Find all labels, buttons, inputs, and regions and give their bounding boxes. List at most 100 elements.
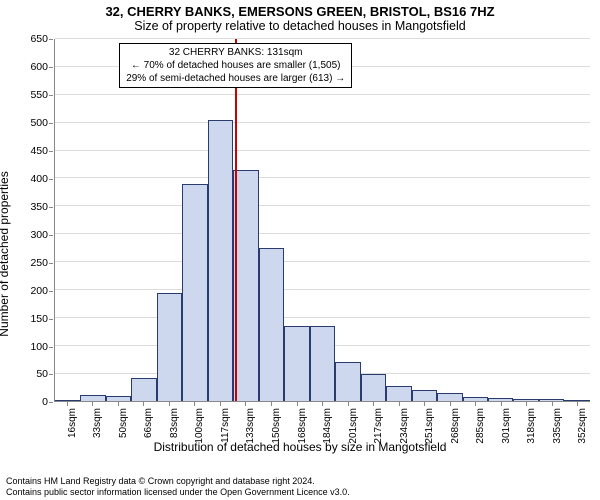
y-tick-label: 100: [22, 341, 48, 353]
x-tick-label: 83sqm: [169, 408, 180, 438]
x-tick-slot: 301sqm: [488, 402, 514, 474]
footer-line1: Contains HM Land Registry data © Crown c…: [6, 476, 594, 487]
x-axis-label: Distribution of detached houses by size …: [0, 440, 600, 454]
x-tick-slot: 117sqm: [207, 402, 233, 474]
y-tick-label: 650: [22, 33, 48, 45]
x-tick-slot: 150sqm: [258, 402, 284, 474]
footer-line2: Contains public sector information licen…: [6, 487, 594, 498]
bar-slot: [106, 39, 131, 401]
x-tick-label: 184sqm: [322, 408, 333, 444]
histogram-bar: [539, 399, 564, 401]
x-tick-label: 234sqm: [399, 408, 410, 444]
x-tick-slot: 168sqm: [284, 402, 310, 474]
y-tick-label: 300: [22, 229, 48, 241]
title-block: 32, CHERRY BANKS, EMERSONS GREEN, BRISTO…: [105, 0, 494, 33]
histogram-bar: [463, 397, 488, 401]
x-tick-label: 352sqm: [577, 408, 588, 444]
x-tick-label: 285sqm: [475, 408, 486, 444]
bars-group: [55, 39, 590, 401]
x-tick-label: 133sqm: [245, 408, 256, 444]
bar-slot: [564, 39, 589, 401]
callout-line1: 32 CHERRY BANKS: 131sqm: [126, 46, 345, 59]
x-tick-label: 318sqm: [526, 408, 537, 444]
bar-slot: [513, 39, 538, 401]
y-tick-label: 400: [22, 173, 48, 185]
callout-line2: ← 70% of detached houses are smaller (1,…: [126, 59, 345, 72]
bar-slot: [233, 39, 258, 401]
y-tick-label: 50: [22, 368, 48, 380]
footer-attribution: Contains HM Land Registry data © Crown c…: [0, 474, 600, 500]
x-tick-slot: 268sqm: [437, 402, 463, 474]
histogram-bar: [412, 390, 437, 401]
histogram-bar: [284, 326, 309, 401]
bar-slot: [437, 39, 462, 401]
histogram-bar: [259, 248, 284, 401]
x-tick-label: 150sqm: [271, 408, 282, 444]
histogram-bar: [182, 184, 207, 401]
x-tick-slot: 201sqm: [335, 402, 361, 474]
histogram-bar: [310, 326, 335, 401]
y-tick-label: 150: [22, 313, 48, 325]
x-tick-label: 201sqm: [348, 408, 359, 444]
x-tick-slot: 335sqm: [539, 402, 565, 474]
histogram-bar: [157, 293, 182, 402]
callout-box: 32 CHERRY BANKS: 131sqm ← 70% of detache…: [119, 43, 352, 88]
y-tick-label: 600: [22, 61, 48, 73]
histogram-bar: [131, 378, 156, 401]
x-tick-slot: 184sqm: [309, 402, 335, 474]
x-tick-label: 33sqm: [92, 408, 103, 438]
bar-slot: [386, 39, 411, 401]
bar-slot: [208, 39, 233, 401]
bar-slot: [539, 39, 564, 401]
y-tick-label: 450: [22, 145, 48, 157]
x-tick-slot: 133sqm: [233, 402, 259, 474]
x-tick-label: 301sqm: [501, 408, 512, 444]
x-tick-label: 268sqm: [450, 408, 461, 444]
x-tick-label: 16sqm: [67, 408, 78, 438]
x-tick-slot: 285sqm: [463, 402, 489, 474]
bar-slot: [80, 39, 105, 401]
y-tick-label: 0: [22, 396, 48, 408]
histogram-bar: [106, 396, 131, 402]
histogram-bar: [437, 393, 462, 401]
x-tick-label: 50sqm: [118, 408, 129, 438]
title-address: 32, CHERRY BANKS, EMERSONS GREEN, BRISTO…: [105, 4, 494, 19]
histogram-bar: [564, 400, 589, 402]
x-tick-slot: 33sqm: [80, 402, 106, 474]
histogram-bar: [55, 400, 80, 401]
y-tick-label: 500: [22, 117, 48, 129]
bar-slot: [310, 39, 335, 401]
x-tick-label: 335sqm: [552, 408, 563, 444]
chart-container: 32, CHERRY BANKS, EMERSONS GREEN, BRISTO…: [0, 0, 600, 500]
bar-slot: [488, 39, 513, 401]
histogram-bar: [233, 170, 258, 401]
y-tick-label: 200: [22, 285, 48, 297]
x-tick-label: 217sqm: [373, 408, 384, 444]
x-tick-slot: 83sqm: [156, 402, 182, 474]
histogram-bar: [513, 399, 538, 401]
x-tick-slot: 352sqm: [565, 402, 591, 474]
x-ticks: 16sqm 33sqm 50sqm66sqm 83sqm 100sqm117sqm 133…: [54, 402, 590, 474]
bar-slot: [463, 39, 488, 401]
callout-line3: 29% of semi-detached houses are larger (…: [126, 72, 345, 85]
x-tick-slot: 234sqm: [386, 402, 412, 474]
x-tick-label: 251sqm: [424, 408, 435, 444]
x-tick-slot: 50sqm: [105, 402, 131, 474]
chart-area: Number of detached properties 32 CHERRY …: [0, 33, 600, 474]
bar-slot: [55, 39, 80, 401]
x-tick-label: 100sqm: [194, 408, 205, 444]
histogram-bar: [208, 120, 233, 402]
bar-slot: [259, 39, 284, 401]
y-ticks: 050100150200250300350400450500550600650: [22, 39, 48, 402]
y-tick-label: 250: [22, 257, 48, 269]
y-tick-label: 350: [22, 201, 48, 213]
bar-slot: [182, 39, 207, 401]
y-axis-label: Number of detached properties: [0, 171, 11, 336]
bar-slot: [157, 39, 182, 401]
histogram-bar: [488, 398, 513, 401]
x-tick-label: 168sqm: [297, 408, 308, 444]
title-subtitle: Size of property relative to detached ho…: [105, 19, 494, 33]
x-tick-slot: 251sqm: [411, 402, 437, 474]
bar-slot: [412, 39, 437, 401]
x-tick-slot: 66sqm: [131, 402, 157, 474]
